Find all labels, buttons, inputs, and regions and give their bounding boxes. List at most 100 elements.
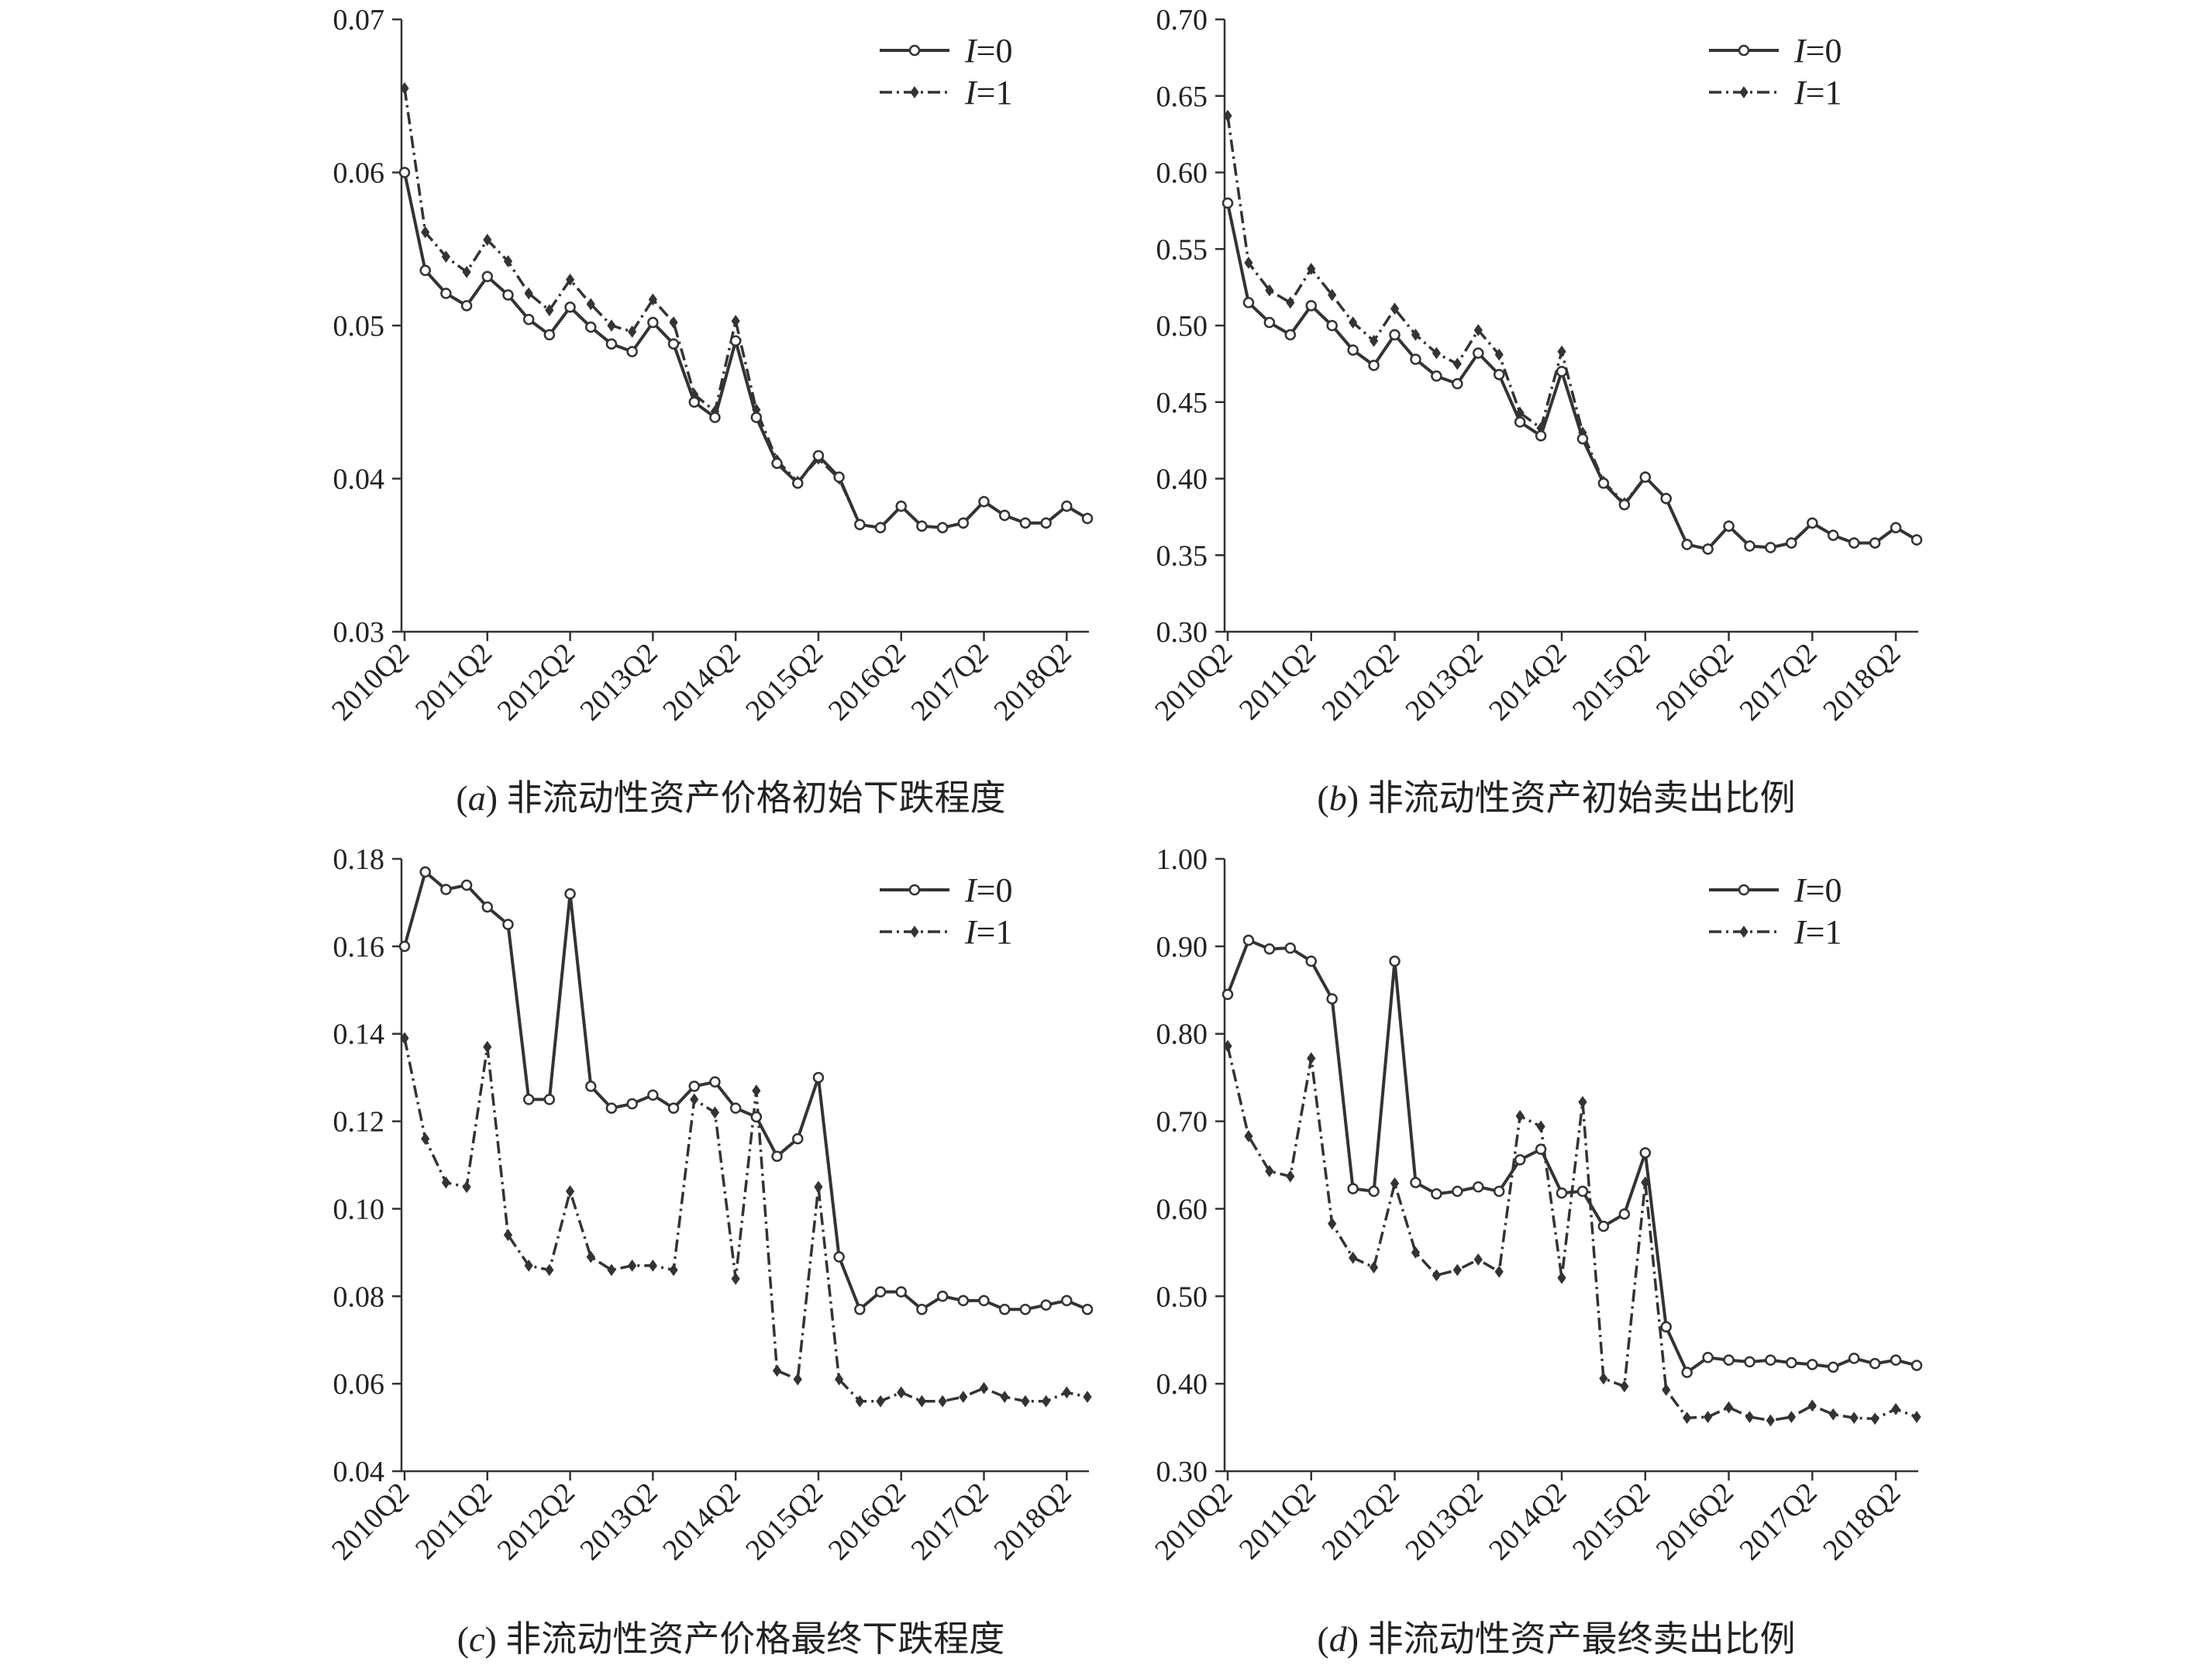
x-tick-label: 2014Q2 (1483, 637, 1573, 727)
data-point (483, 233, 492, 246)
data-point (1369, 334, 1379, 347)
data-point (1724, 1401, 1734, 1414)
chart-panel-a: 0.030.040.050.060.072010Q22011Q22012Q220… (326, 4, 1094, 818)
data-point (626, 346, 638, 357)
data-point (957, 517, 970, 529)
data-point (1723, 1354, 1735, 1366)
data-point (605, 1102, 618, 1114)
legend-marker (908, 44, 921, 57)
x-tick-label: 2017Q2 (905, 1477, 995, 1567)
data-point (1347, 344, 1359, 356)
chart-panel-c: 0.040.060.080.100.120.140.160.182010Q220… (326, 843, 1094, 1659)
chart-caption: (b) 非流动性资产初始卖出比例 (1317, 778, 1795, 818)
data-point (1000, 1391, 1009, 1403)
data-point (607, 319, 616, 332)
y-tick-label: 0.10 (333, 1193, 385, 1225)
data-point (565, 1184, 575, 1198)
data-point (419, 264, 431, 277)
y-tick-label: 0.04 (333, 464, 385, 496)
legend-marker (1738, 884, 1750, 896)
data-point (812, 450, 825, 462)
data-point (667, 1102, 680, 1114)
data-point (647, 316, 659, 329)
data-point (1265, 1165, 1274, 1177)
data-point (1410, 353, 1421, 365)
data-point (709, 1076, 721, 1088)
data-point (874, 1286, 887, 1298)
y-tick-label: 0.06 (333, 157, 385, 190)
data-point (752, 1084, 761, 1097)
data-point (998, 509, 1011, 522)
data-point (1061, 500, 1073, 512)
data-point (1019, 1303, 1032, 1315)
y-tick-label: 0.08 (333, 1281, 385, 1313)
x-tick-label: 2010Q2 (1149, 1477, 1239, 1567)
data-point (483, 1040, 492, 1053)
data-point (585, 1081, 597, 1092)
data-point (1535, 1143, 1547, 1155)
data-point (1083, 1391, 1092, 1403)
data-point (628, 326, 637, 338)
data-point (709, 412, 721, 423)
data-point (750, 1111, 763, 1123)
data-point (1305, 955, 1318, 967)
data-point (1702, 543, 1714, 555)
x-tick-label: 2018Q2 (1817, 1477, 1907, 1567)
data-point (1912, 1411, 1921, 1423)
data-point (1410, 1177, 1421, 1188)
y-tick-label: 0.60 (1156, 157, 1208, 190)
data-point (1514, 416, 1526, 428)
data-point (564, 888, 576, 900)
data-point (647, 1089, 659, 1101)
legend-item-1: I=1 (880, 913, 1012, 951)
y-tick-label: 0.50 (1156, 1281, 1208, 1313)
chart-panel-d: 0.300.400.500.600.700.800.901.002010Q220… (1149, 843, 1923, 1659)
y-tick-label: 0.60 (1156, 1193, 1208, 1225)
y-tick-label: 0.50 (1156, 310, 1208, 343)
data-point (503, 1229, 513, 1242)
data-point (1244, 257, 1253, 269)
legend-marker (908, 884, 921, 896)
data-point (1576, 433, 1589, 445)
x-tick-label: 2016Q2 (822, 637, 912, 727)
x-tick-label: 2013Q2 (574, 637, 663, 727)
x-tick-label: 2017Q2 (1733, 637, 1823, 727)
x-tick-label: 2010Q2 (326, 637, 415, 727)
data-point (626, 1098, 638, 1110)
y-tick-label: 0.06 (333, 1368, 385, 1401)
data-point (1369, 1261, 1379, 1274)
data-point (771, 1150, 783, 1162)
data-point (1807, 1399, 1817, 1412)
data-point (1681, 539, 1693, 550)
data-point (481, 901, 494, 913)
data-point (1368, 360, 1380, 371)
legend-item-1: I=1 (1709, 74, 1842, 112)
chart-caption: (c) 非流动性资产价格最终下跌程度 (457, 1619, 1005, 1659)
legend-label: I=1 (1793, 74, 1842, 112)
legend-label: I=1 (964, 913, 1012, 951)
data-point (1328, 288, 1337, 302)
x-tick-label: 2010Q2 (1149, 637, 1239, 727)
series-line-1 (1226, 115, 1917, 551)
data-point (1703, 1411, 1713, 1423)
series-line-0 (403, 869, 1088, 1312)
data-point (979, 1381, 989, 1394)
data-point (1326, 319, 1338, 332)
data-point (1848, 1353, 1860, 1364)
data-point (1326, 993, 1338, 1005)
data-point (628, 1259, 637, 1272)
data-point (938, 1394, 947, 1408)
data-point (1473, 347, 1484, 359)
data-point (793, 1373, 802, 1386)
data-point (1263, 316, 1276, 329)
x-tick-label: 2018Q2 (987, 637, 1077, 727)
y-tick-label: 0.90 (1156, 931, 1208, 963)
data-point (462, 266, 471, 278)
data-point (1576, 1185, 1589, 1198)
data-point (1452, 1185, 1463, 1198)
legend-label: I=0 (964, 871, 1012, 909)
chart-caption: (d) 非流动性资产最终卖出比例 (1317, 1619, 1795, 1659)
data-point (1890, 522, 1902, 533)
y-tick-label: 0.70 (1156, 4, 1208, 36)
x-tick-label: 2011Q2 (1233, 637, 1322, 726)
